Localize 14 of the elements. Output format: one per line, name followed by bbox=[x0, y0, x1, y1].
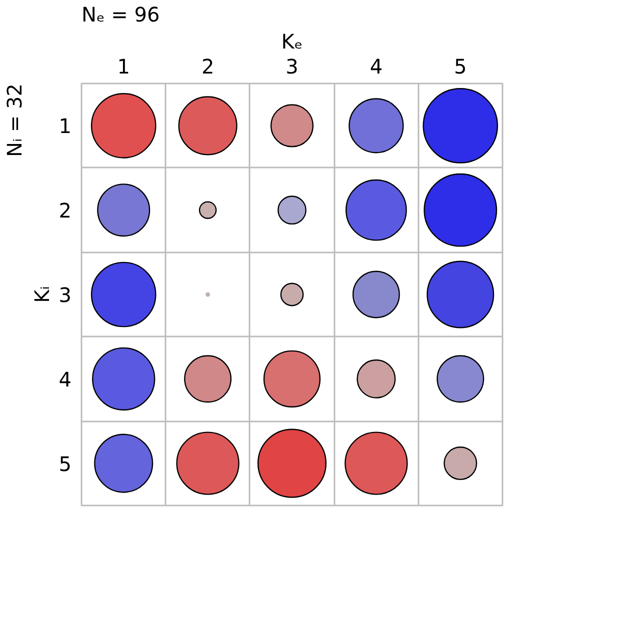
x-tick-label: 4 bbox=[370, 54, 383, 78]
x-axis-title: Kₑ bbox=[281, 30, 303, 54]
y-tick-label: 5 bbox=[58, 452, 72, 476]
x-tick-label: 3 bbox=[286, 54, 298, 78]
text: Nᵢ = 32 bbox=[2, 83, 26, 157]
text: Nₑ = 96 bbox=[82, 2, 160, 26]
y-tick-label: 4 bbox=[58, 367, 72, 392]
y-axis-title: Kᵢ bbox=[30, 286, 54, 303]
y-tick-label: 2 bbox=[58, 198, 72, 223]
x-tick-label: 5 bbox=[454, 54, 467, 78]
x-tick-label: 1 bbox=[117, 54, 130, 78]
y-tick-label: 1 bbox=[58, 114, 72, 138]
y-tick-label: 3 bbox=[58, 283, 72, 307]
x-tick-label: 2 bbox=[201, 54, 214, 78]
